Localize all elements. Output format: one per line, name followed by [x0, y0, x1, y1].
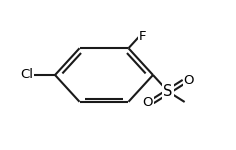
Text: F: F: [139, 30, 146, 42]
Text: S: S: [164, 84, 173, 99]
Text: O: O: [184, 74, 194, 87]
Text: Cl: Cl: [20, 69, 33, 81]
Text: O: O: [142, 96, 153, 109]
